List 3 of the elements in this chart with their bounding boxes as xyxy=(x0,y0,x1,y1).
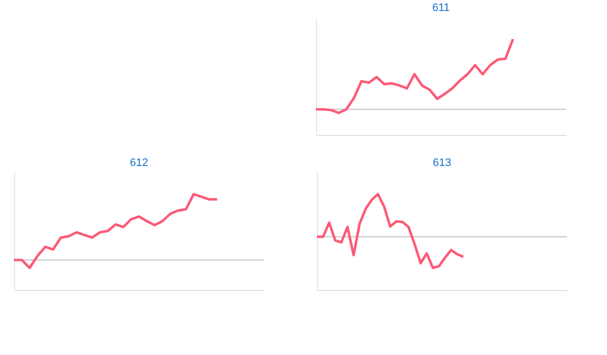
chart-title: 613 xyxy=(432,157,452,169)
chart-title: 611 xyxy=(432,2,450,14)
chart-title: 612 xyxy=(130,157,148,169)
